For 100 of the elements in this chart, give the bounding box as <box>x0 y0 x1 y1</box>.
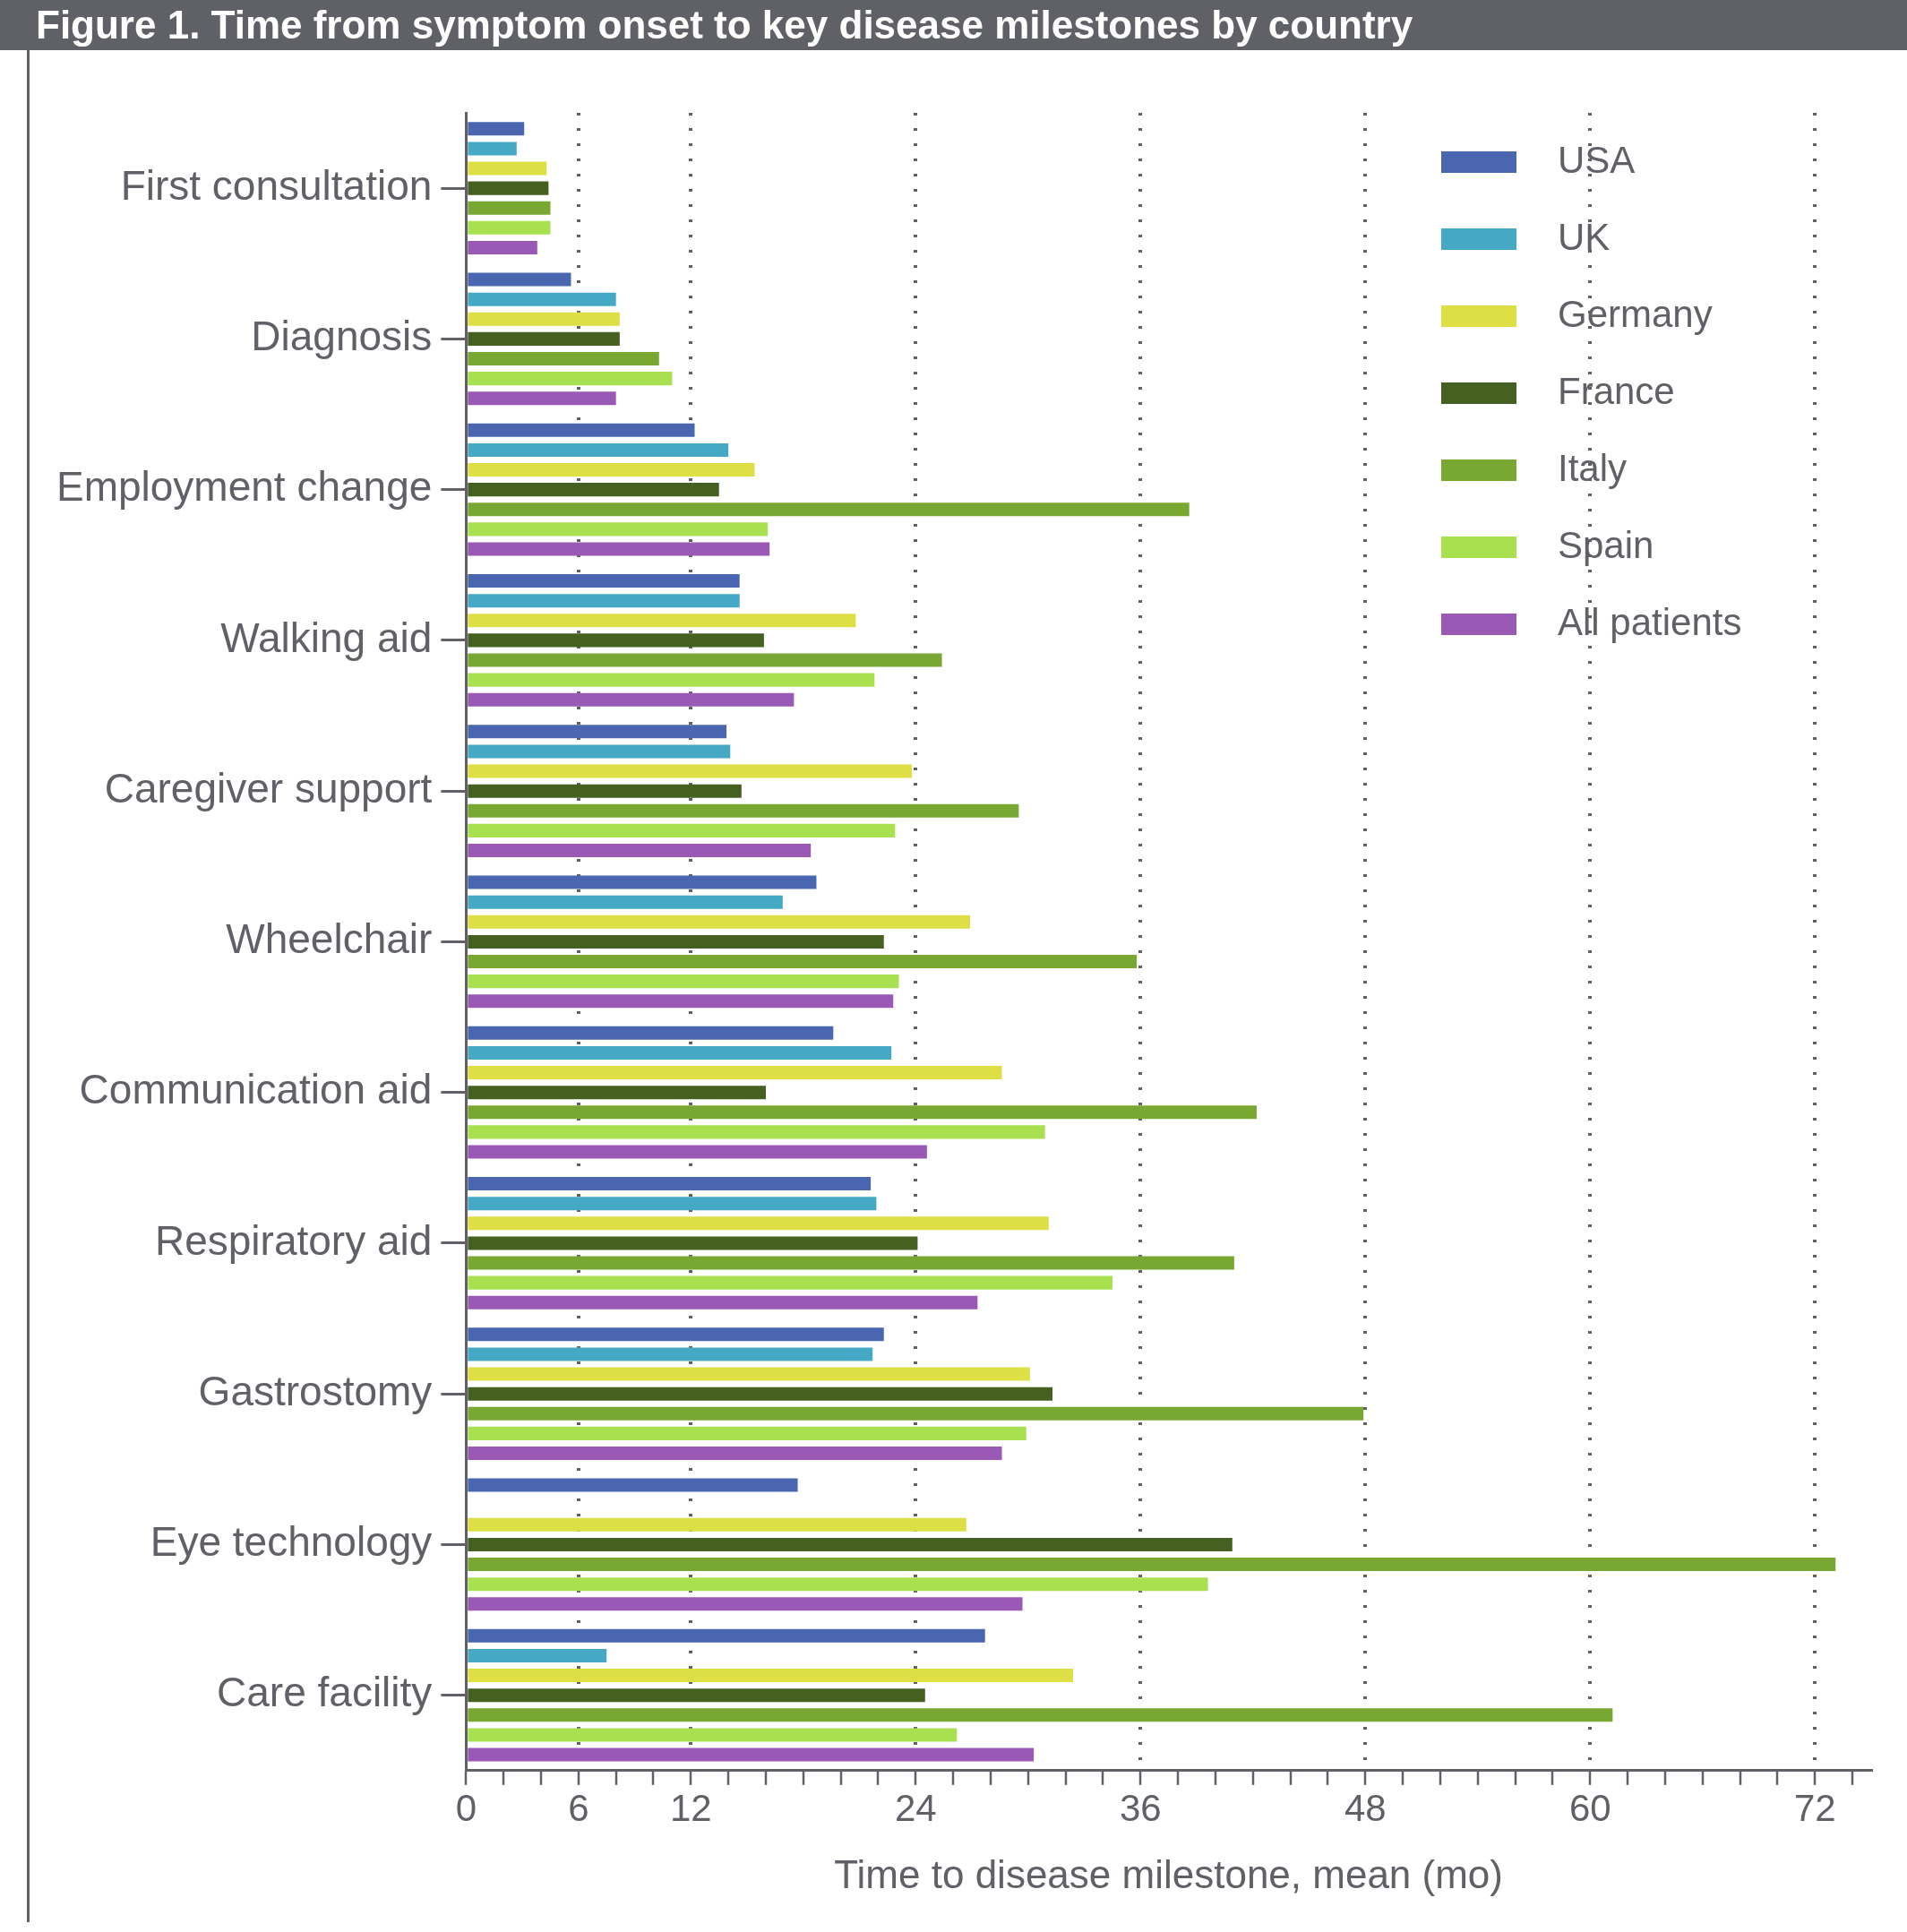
bar <box>468 502 1190 517</box>
bar <box>468 764 913 778</box>
bar <box>468 1537 1233 1551</box>
legend-label: Spain <box>1558 523 1654 566</box>
bar <box>468 1446 1002 1461</box>
bar <box>468 1708 1613 1722</box>
y-tick-label: Walking aid <box>220 614 433 661</box>
bar <box>468 1045 892 1060</box>
y-tick-label: Respiratory aid <box>154 1216 433 1264</box>
bar <box>468 372 673 386</box>
bar <box>468 463 755 477</box>
bar <box>468 1367 1030 1381</box>
bar <box>468 1026 834 1040</box>
bar <box>468 1558 1836 1572</box>
bar <box>468 1086 766 1100</box>
bar <box>468 1669 1073 1683</box>
bar <box>468 954 1138 969</box>
legend-label: France <box>1558 369 1675 412</box>
bar <box>468 201 551 215</box>
bar <box>468 181 549 195</box>
bar <box>468 391 616 406</box>
bar <box>468 994 894 1009</box>
bar <box>468 1347 873 1361</box>
bar <box>468 633 764 648</box>
bar <box>468 161 547 176</box>
bar <box>468 1177 872 1191</box>
x-tick-label: 0 <box>455 1786 477 1829</box>
bar <box>468 803 1019 818</box>
bar <box>468 574 740 588</box>
bar <box>468 122 525 136</box>
bar <box>468 1125 1045 1139</box>
y-tick-label: Care facility <box>217 1669 433 1716</box>
bar <box>468 1105 1257 1120</box>
bar <box>468 423 695 437</box>
bar <box>468 1236 918 1250</box>
x-tick-label: 12 <box>669 1786 712 1829</box>
bar <box>468 914 970 929</box>
bar <box>468 1517 966 1532</box>
bar <box>468 522 769 537</box>
bar <box>468 934 884 949</box>
bar <box>468 843 812 857</box>
bar <box>468 1295 978 1309</box>
legend-label: All patients <box>1558 600 1742 643</box>
bar <box>468 1688 925 1703</box>
bar <box>468 312 620 326</box>
chart-title: Figure 1. Time from symptom onset to key disease milestones by country <box>0 0 1907 50</box>
bar <box>468 1597 1023 1611</box>
bar <box>468 331 620 346</box>
bar <box>468 594 740 608</box>
y-tick-label: Eye technology <box>150 1518 433 1566</box>
bar <box>468 1327 884 1342</box>
bar <box>468 1197 877 1211</box>
x-tick-label: 48 <box>1344 1786 1387 1829</box>
bar <box>468 725 727 739</box>
bar <box>468 240 537 254</box>
legend-label: USA <box>1558 138 1636 181</box>
bar <box>468 292 616 306</box>
bar <box>468 1387 1052 1401</box>
x-tick-label: 72 <box>1793 1786 1836 1829</box>
bar <box>468 673 875 687</box>
bar <box>468 784 742 798</box>
x-tick-label: 24 <box>894 1786 937 1829</box>
legend-label: Germany <box>1558 292 1713 335</box>
bar <box>468 442 729 457</box>
bar <box>468 653 942 667</box>
bar <box>468 1216 1049 1231</box>
bar <box>468 1648 607 1662</box>
bar <box>468 142 517 156</box>
x-tick-label: 60 <box>1568 1786 1611 1829</box>
y-tick-label: Employment change <box>56 463 433 511</box>
bar <box>468 1426 1027 1440</box>
bar <box>468 1145 927 1159</box>
bar <box>468 1577 1208 1592</box>
bar <box>468 823 896 837</box>
x-axis-title: Time to disease milestone, mean (mo) <box>834 1851 1503 1896</box>
bar <box>468 744 731 759</box>
bar <box>468 1256 1234 1270</box>
bar <box>468 614 856 628</box>
bar <box>468 1478 798 1492</box>
bar <box>468 875 817 889</box>
legend-label: Italy <box>1558 446 1628 489</box>
bar <box>468 220 551 235</box>
bar <box>468 542 770 556</box>
bar <box>468 1628 985 1643</box>
bar <box>468 895 783 909</box>
x-tick-label: 36 <box>1119 1786 1162 1829</box>
x-tick-label: 6 <box>568 1786 589 1829</box>
y-tick-label: Communication aid <box>79 1066 433 1113</box>
y-tick-label: Diagnosis <box>251 313 433 360</box>
y-tick-label: Gastrostomy <box>198 1367 433 1414</box>
bar <box>468 1066 1002 1080</box>
bar <box>468 692 795 707</box>
bar <box>468 1275 1112 1290</box>
bar <box>468 1747 1035 1762</box>
y-tick-label: Caregiver support <box>104 764 433 811</box>
bar <box>468 975 899 989</box>
bar <box>468 483 719 497</box>
bar <box>468 1728 958 1742</box>
bar <box>468 1406 1364 1421</box>
y-tick-label: First consultation <box>120 161 433 209</box>
